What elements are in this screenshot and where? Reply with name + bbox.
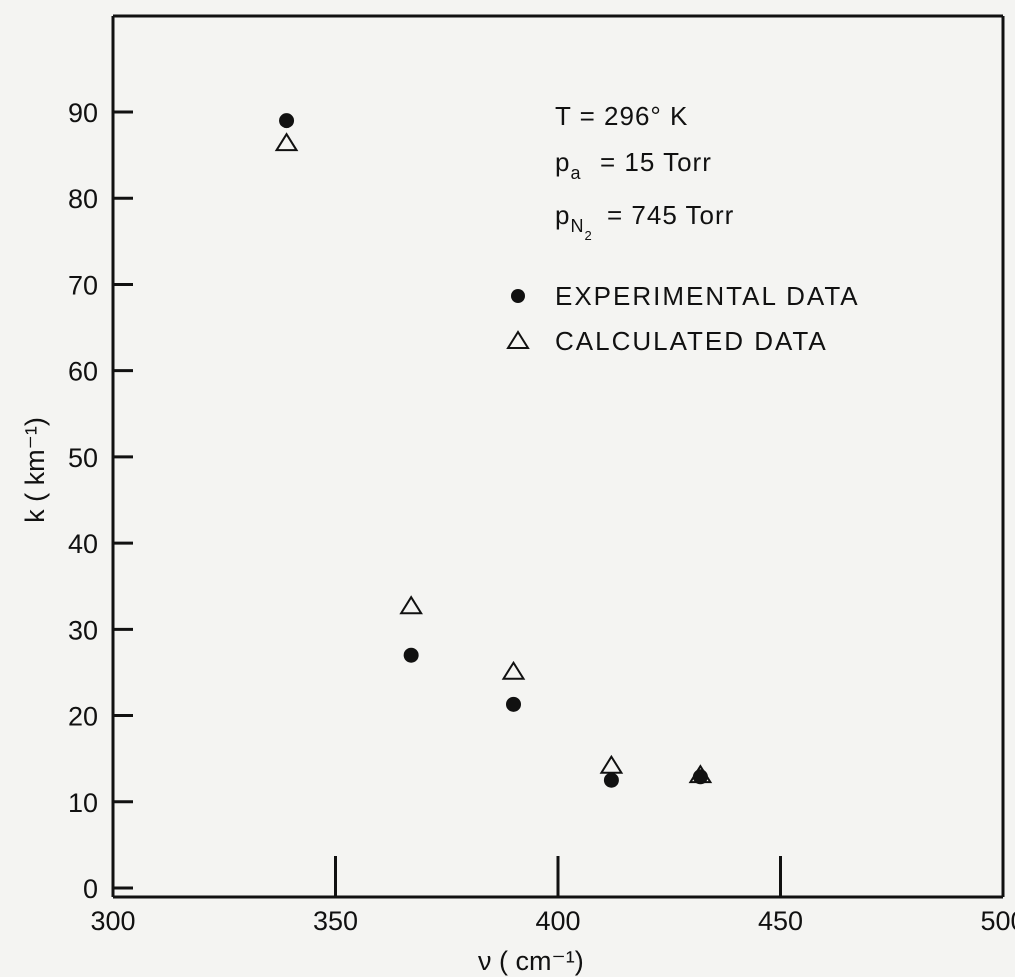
calculated-data-point — [599, 754, 624, 774]
y-tick-label: 50 — [68, 443, 98, 473]
experimental-data-point — [506, 696, 521, 712]
calculated-data-point — [688, 764, 713, 784]
pn2-symbol: pN2 — [555, 200, 593, 243]
calculated-data-point — [501, 660, 526, 680]
calculated-data-point — [399, 595, 423, 615]
data-points — [274, 113, 713, 788]
y-tick-label: 40 — [68, 529, 98, 559]
x-axis-ticks: 300 350 400 450 500 — [90, 856, 1015, 936]
experimental-data-point — [403, 647, 419, 663]
x-axis-title: ν ( cm⁻¹) — [478, 946, 584, 976]
y-tick-label: 30 — [68, 615, 98, 645]
legend-calculated-marker — [506, 330, 530, 349]
legend: EXPERIMENTAL DATA CALCULATED DATA — [506, 281, 860, 356]
experimental-data-point — [279, 113, 295, 129]
y-tick-label: 90 — [68, 98, 98, 128]
calculated-data-point — [274, 132, 299, 152]
legend-calculated-label: CALCULATED DATA — [555, 326, 828, 356]
legend-experimental-label: EXPERIMENTAL DATA — [555, 281, 860, 311]
y-tick-label: 80 — [68, 184, 98, 214]
x-tick-label: 500 — [980, 906, 1015, 936]
y-tick-label: 0 — [83, 874, 98, 904]
y-tick-label: 70 — [68, 270, 98, 300]
y-axis-ticks: 0 10 20 30 40 50 60 70 80 90 — [68, 98, 133, 904]
x-tick-label: 350 — [313, 906, 358, 936]
y-tick-label: 10 — [68, 788, 98, 818]
legend-experimental-marker — [511, 289, 525, 303]
pa-annotation: = 15 Torr — [600, 147, 712, 177]
temperature-annotation: T = 296° K — [555, 101, 688, 131]
pn2-annotation: = 745 Torr — [607, 200, 734, 230]
x-tick-label: 400 — [535, 906, 580, 936]
x-tick-label: 300 — [90, 906, 135, 936]
experimental-data-point — [603, 772, 619, 788]
pa-symbol: pa — [555, 147, 581, 183]
y-tick-label: 20 — [68, 702, 98, 732]
condition-annotations: T = 296° K pa = 15 Torr pN2 = 745 Torr — [555, 101, 734, 243]
y-tick-label: 60 — [68, 357, 98, 387]
y-axis-title: k ( km⁻¹) — [20, 417, 50, 523]
x-tick-label: 450 — [758, 906, 803, 936]
